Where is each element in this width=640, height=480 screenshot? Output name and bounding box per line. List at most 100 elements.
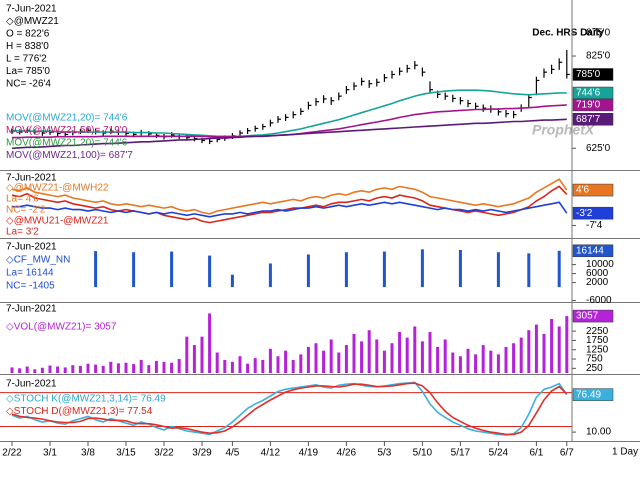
legend-entry: ◇@MWZ21-@MWH22 xyxy=(6,183,109,194)
bar xyxy=(352,333,356,373)
last-value-box xyxy=(572,98,614,112)
y-tick-label: -6000 xyxy=(586,295,612,306)
bar xyxy=(322,350,326,373)
series-line xyxy=(12,201,568,218)
bar xyxy=(147,365,151,373)
x-tick-label: 4/12 xyxy=(261,448,281,459)
bar xyxy=(246,363,250,373)
bar xyxy=(63,367,67,373)
bar xyxy=(474,354,478,373)
y-tick-label: 825'0 xyxy=(586,51,611,62)
bar xyxy=(344,345,348,373)
y-tick-label: 750 xyxy=(586,354,603,365)
bar xyxy=(344,252,348,288)
y-tick-label: 250 xyxy=(586,363,603,374)
legend-entry: MOV(@MWZ21,20)= 744'6 xyxy=(6,113,128,124)
bar xyxy=(390,343,394,373)
bar xyxy=(132,364,136,373)
info-text: 7-Jun-2021 xyxy=(6,304,57,315)
last-value-label: -3'2 xyxy=(576,208,593,219)
bar xyxy=(291,359,295,373)
bar xyxy=(200,336,204,373)
bar xyxy=(223,359,227,373)
info-text: ◇@MWZ21 xyxy=(6,16,59,27)
last-value-box xyxy=(572,113,614,126)
x-tick-label: 5/17 xyxy=(451,448,471,459)
bar xyxy=(299,354,303,373)
bar xyxy=(238,356,242,373)
y-tick-label: 10000 xyxy=(586,259,614,270)
x-tick-label: 4/26 xyxy=(337,448,357,459)
bar xyxy=(177,359,181,373)
last-value-box xyxy=(572,244,614,258)
info-text: La= 785'0 xyxy=(6,66,50,77)
info-text: NC= -26'4 xyxy=(6,79,51,90)
info-text: 7-Jun-2021 xyxy=(6,4,57,15)
legend-entry: ◇VOL(@MWZ21)= 3057 xyxy=(6,322,117,333)
legend-entry: La= 16144 xyxy=(6,268,54,279)
bar xyxy=(162,361,166,373)
bar xyxy=(512,343,516,373)
info-text: L = 776'2 xyxy=(6,54,47,65)
y-tick-label: 875'0 xyxy=(586,28,611,39)
last-value-box xyxy=(572,388,614,401)
bar xyxy=(360,341,364,373)
info-text: 7-Jun-2021 xyxy=(6,242,57,253)
legend-entry: MOV(@MWZ21,20)= 744'6 xyxy=(6,138,128,149)
legend-entry: La= 3'2 xyxy=(6,227,39,238)
last-value-box xyxy=(572,183,614,197)
bar xyxy=(496,252,500,288)
bar xyxy=(458,249,462,288)
bar xyxy=(504,346,508,373)
x-end-label: 1 Day xyxy=(612,447,638,458)
bar xyxy=(71,365,75,373)
bar xyxy=(40,367,44,373)
info-text: H = 838'0 xyxy=(6,41,49,52)
x-tick-label: 4/5 xyxy=(225,448,239,459)
bar xyxy=(542,333,546,373)
y-tick-label: 2000 xyxy=(586,277,609,288)
y-tick-label: 625'0 xyxy=(586,143,611,154)
bar xyxy=(25,366,29,373)
y-tick-label: 2250 xyxy=(586,326,609,337)
bar xyxy=(208,255,212,288)
bar xyxy=(170,251,174,288)
legend-entry: ◇STOCH K(@MWZ21,3,14)= 76.49 xyxy=(6,394,166,405)
bar xyxy=(10,367,14,373)
bar xyxy=(154,360,158,373)
legend-entry: MOV(@MWZ21,50)= 719'0 xyxy=(6,125,128,136)
legend-entry: ◇@MWU21-@MWZ21 xyxy=(6,216,109,227)
x-tick-label: 3/22 xyxy=(154,448,174,459)
bar xyxy=(557,250,561,288)
bar xyxy=(420,341,424,373)
last-value-label: 744'6 xyxy=(576,88,601,99)
y-tick-label: -7'4 xyxy=(586,220,603,231)
last-value-label: 16144 xyxy=(576,245,604,256)
bar xyxy=(398,332,402,373)
x-tick-label: 3/8 xyxy=(81,448,95,459)
bar xyxy=(208,313,212,373)
bar xyxy=(101,365,105,373)
y-tick-label: 10.00 xyxy=(586,427,611,438)
bar xyxy=(94,251,98,288)
last-value-label: 76.49 xyxy=(576,389,601,400)
bar xyxy=(557,326,561,373)
series-line xyxy=(11,382,568,436)
bar xyxy=(443,339,447,373)
last-value-label: 4'6 xyxy=(576,185,589,196)
bar xyxy=(268,263,272,288)
bar xyxy=(230,274,234,288)
x-tick-label: 5/24 xyxy=(489,448,509,459)
x-tick-label: 5/10 xyxy=(413,448,433,459)
bar xyxy=(436,346,440,373)
y-tick-label: 1750 xyxy=(586,335,609,346)
bar xyxy=(413,326,417,373)
last-value-box xyxy=(572,206,614,220)
bar xyxy=(420,249,424,288)
last-value-label: 3057 xyxy=(576,311,599,322)
legend-entry: ◇STOCH D(@MWZ21,3)= 77.54 xyxy=(6,406,153,417)
info-text: 7-Jun-2021 xyxy=(6,379,57,390)
bar xyxy=(329,339,333,373)
bar xyxy=(109,361,113,373)
legend-entry: NC= -2'2 xyxy=(6,205,46,216)
